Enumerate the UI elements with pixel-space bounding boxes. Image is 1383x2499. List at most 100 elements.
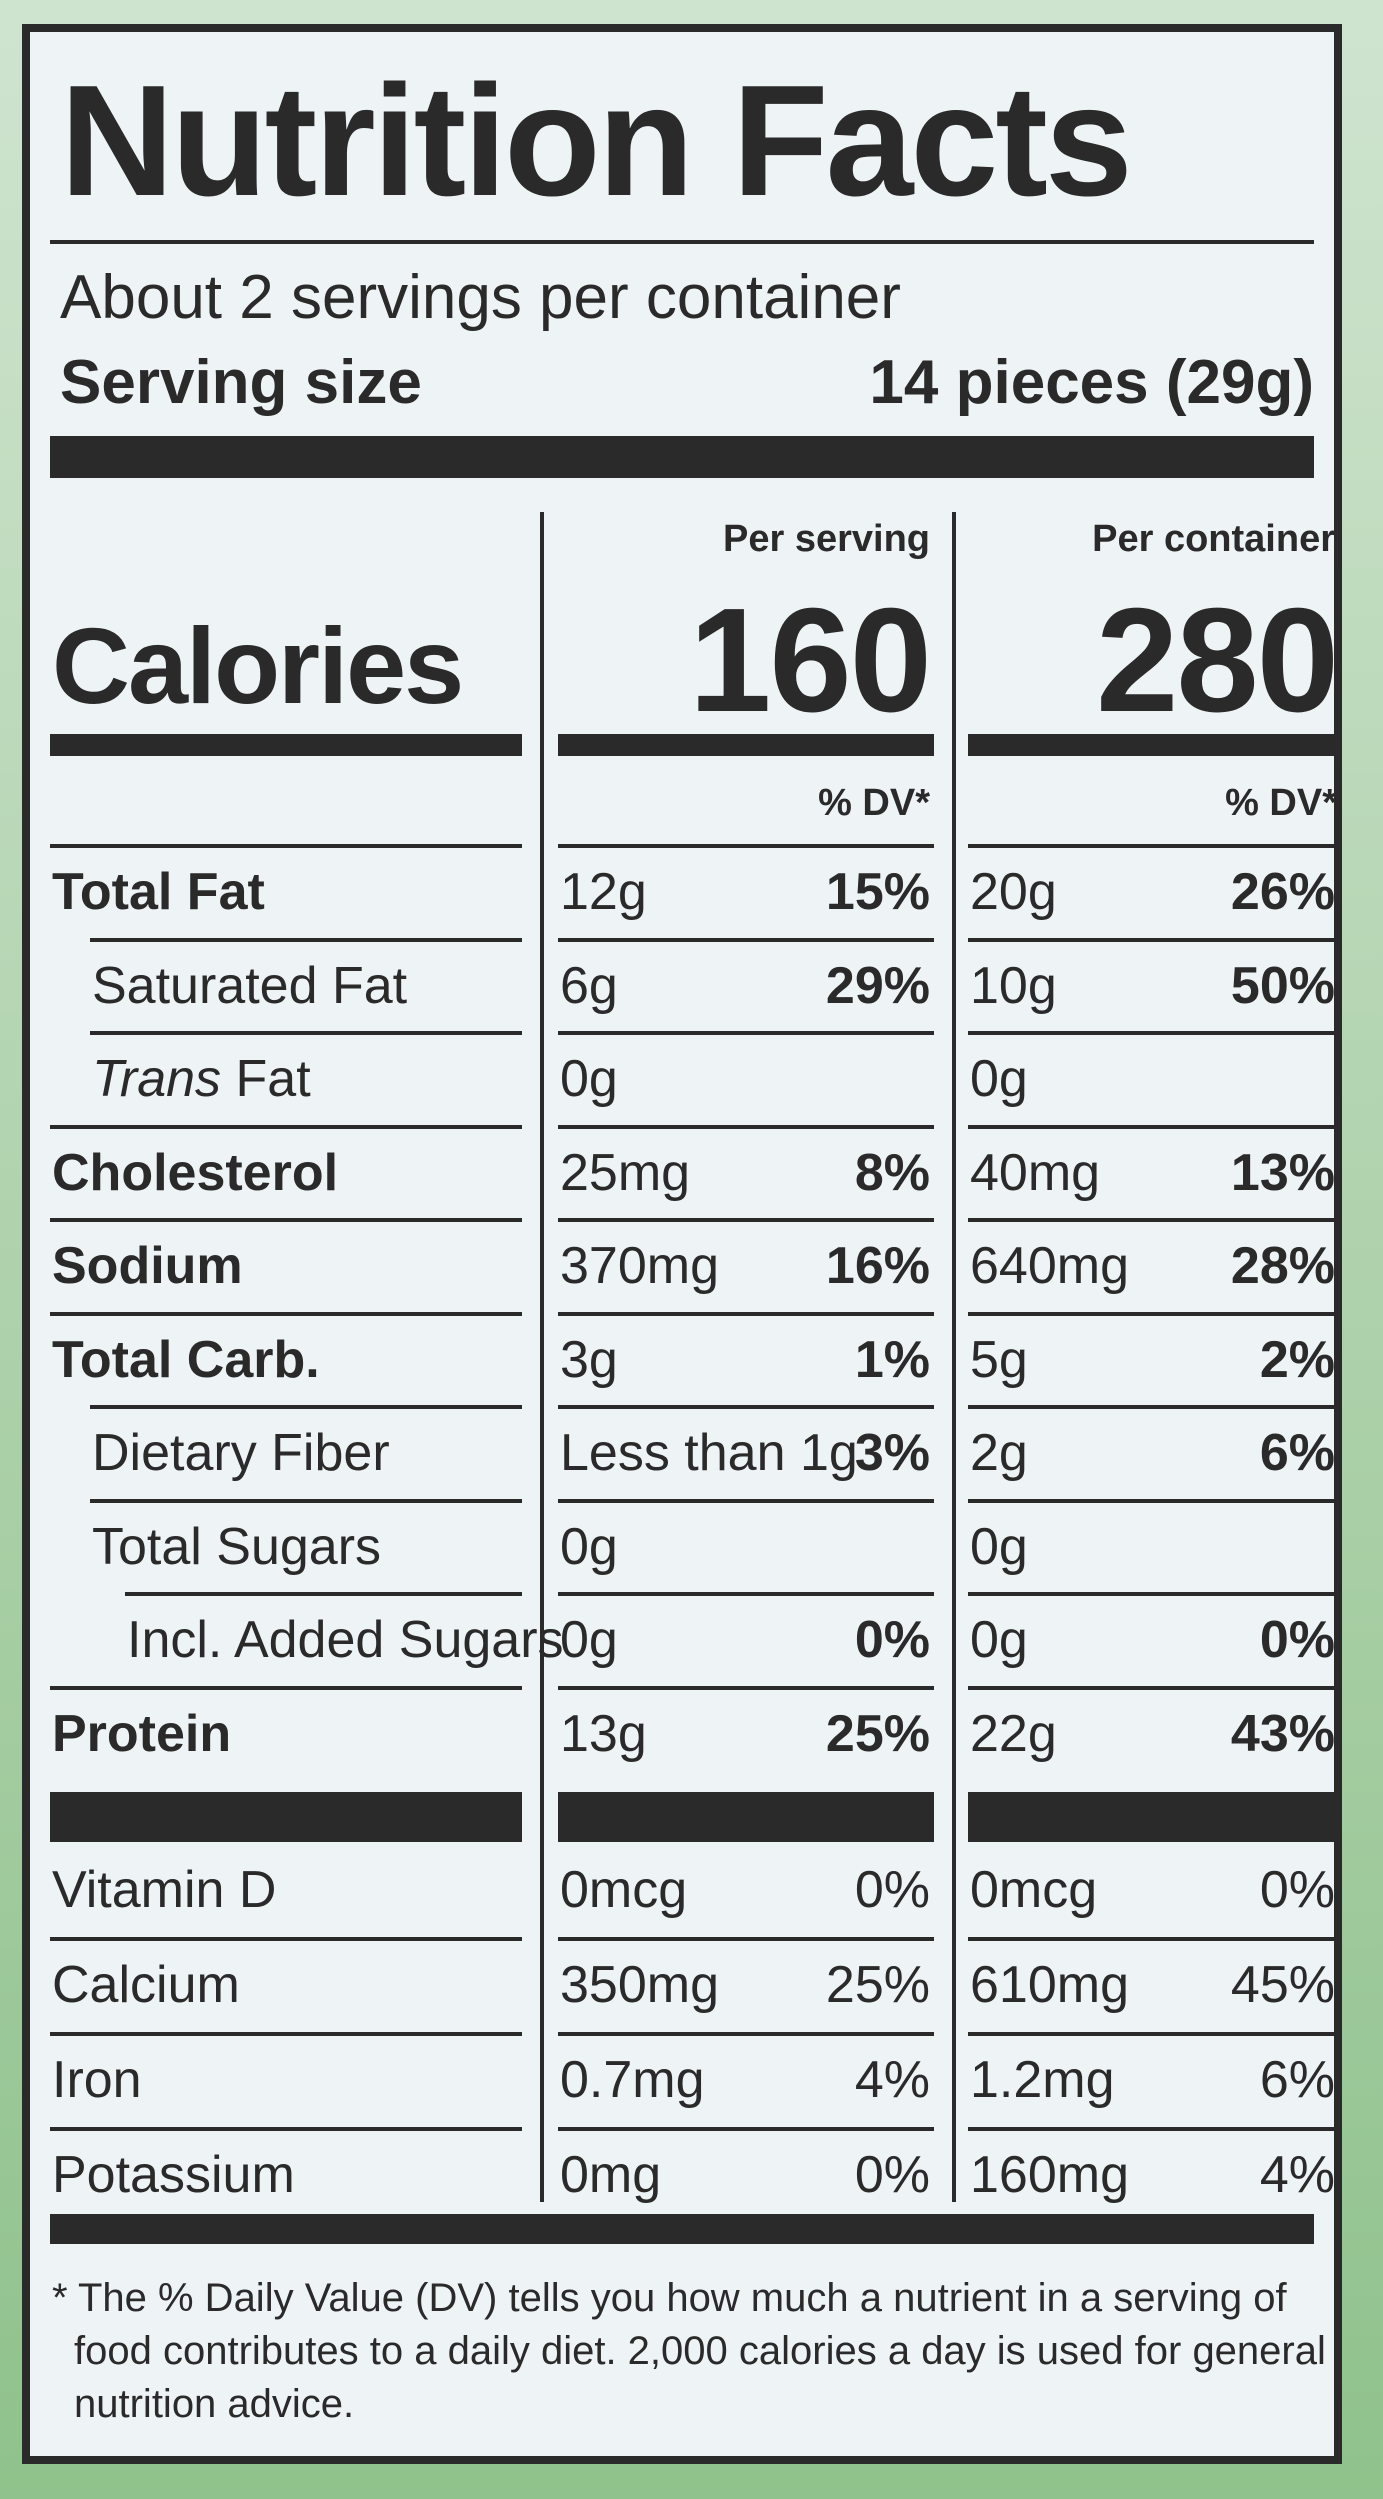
vitamin-bar-2 [558, 1792, 934, 1842]
serving-dv: 16% [825, 1237, 930, 1295]
serving-size-label: Serving size [60, 348, 422, 417]
row-rule [558, 1218, 934, 1222]
container-amount: 610mg [970, 1956, 1129, 2014]
serving-dv: 29% [825, 956, 930, 1015]
nutrient-label: Cholesterol [52, 1143, 339, 1202]
calories-per-container: 280 [1096, 578, 1339, 743]
row-rule [50, 1218, 522, 1222]
row-rule [968, 1405, 1338, 1409]
row-rule [90, 1031, 522, 1035]
vitamin-label: Vitamin D [52, 1861, 277, 1919]
row-rule [50, 844, 522, 848]
serving-amount: 25mg [560, 1143, 691, 1202]
nutrient-label: Protein [52, 1704, 232, 1763]
row-rule [50, 1685, 522, 1690]
nutrient-label: Trans Fat [92, 1050, 311, 1108]
serving-amount: 0g [560, 1517, 618, 1576]
nutrient-label: Total Fat [52, 863, 265, 921]
container-dv: 6% [1259, 2051, 1335, 2109]
row-rule [968, 1498, 1338, 1503]
serving-amount: 0g [560, 1050, 618, 1108]
nutrient-label: Sodium [52, 1237, 243, 1295]
row-rule [968, 1124, 1338, 1129]
container-dv: 43% [1230, 1704, 1335, 1763]
container-dv: 2% [1259, 1330, 1335, 1389]
row-rule [558, 1405, 934, 1409]
container-amount: 5g [970, 1330, 1028, 1389]
container-amount: 22g [970, 1704, 1057, 1763]
row-rule [968, 2032, 1338, 2036]
serving-dv: 0% [854, 1861, 930, 1919]
row-rule [968, 1311, 1338, 1316]
row-rule [558, 2127, 934, 2131]
nutrition-facts-panel: Nutrition Facts About 2 servings per con… [22, 24, 1342, 2464]
row-rule [50, 1311, 522, 1316]
serving-size-value: 14 pieces (29g) [869, 348, 1314, 417]
container-dv: 6% [1259, 1424, 1335, 1482]
footnote-line-3: nutrition advice. [74, 2382, 355, 2427]
row-rule [968, 1685, 1338, 1690]
container-amount: 160mg [970, 2146, 1129, 2204]
servings-per-container: About 2 servings per container [60, 263, 901, 332]
row-rule [125, 1592, 522, 1596]
serving-dv: 25% [825, 1956, 930, 2014]
row-rule [558, 844, 934, 848]
nutrient-label: Saturated Fat [92, 956, 408, 1015]
row-rule [968, 1031, 1338, 1035]
serving-amount: 13g [560, 1704, 647, 1763]
dv-header-serving: % DV* [818, 782, 930, 824]
row-rule [558, 1937, 934, 1941]
row-rule [558, 1311, 934, 1316]
per-container-header: Per container [1092, 518, 1335, 560]
nutrient-label: Total Carb. [52, 1330, 320, 1389]
serving-amount: 12g [560, 863, 647, 921]
container-dv: 50% [1230, 956, 1335, 1015]
serving-dv: 1% [854, 1330, 930, 1389]
container-amount: 40mg [970, 1143, 1101, 1202]
calories-bar-3 [968, 734, 1338, 756]
container-amount: 0g [970, 1517, 1028, 1576]
container-dv: 28% [1230, 1237, 1335, 1295]
nutrient-label: Incl. Added Sugars [127, 1611, 564, 1669]
serving-amount: Less than 1g [560, 1424, 858, 1482]
footnote-line-1: * The % Daily Value (DV) tells you how m… [52, 2276, 1287, 2320]
container-amount: 640mg [970, 1237, 1129, 1295]
footnote-line-2: food contributes to a daily diet. 2,000 … [74, 2329, 1326, 2374]
calories-label: Calories [52, 605, 464, 726]
vitamin-label: Potassium [52, 2146, 295, 2204]
calories-bar-2 [558, 734, 934, 756]
row-rule [50, 2032, 522, 2036]
vitamin-bar-1 [50, 1792, 522, 1842]
vitamin-label: Calcium [52, 1956, 240, 2014]
serving-dv: 15% [825, 863, 930, 921]
serving-amount: 3g [560, 1330, 618, 1389]
row-rule [968, 2127, 1338, 2131]
container-amount: 0g [970, 1050, 1028, 1108]
serving-amount: 0g [560, 1611, 618, 1669]
row-rule [558, 1031, 934, 1035]
container-dv: 0% [1259, 1611, 1335, 1669]
row-rule [558, 1124, 934, 1129]
serving-amount: 6g [560, 956, 618, 1015]
vitamin-bar-3 [968, 1792, 1338, 1842]
row-rule [558, 937, 934, 942]
container-amount: 2g [970, 1424, 1028, 1482]
nutrient-label: Dietary Fiber [92, 1424, 390, 1482]
serving-dv: 0% [854, 2146, 930, 2204]
row-rule [90, 1498, 522, 1503]
per-serving-header: Per serving [723, 518, 930, 560]
row-rule [968, 937, 1338, 942]
container-dv: 26% [1230, 863, 1335, 921]
row-rule [968, 1592, 1338, 1596]
row-rule [968, 844, 1338, 848]
container-dv: 45% [1230, 1956, 1335, 2014]
thick-divider [50, 436, 1314, 478]
serving-amount: 0mg [560, 2146, 662, 2204]
serving-amount: 370mg [560, 1237, 719, 1295]
row-rule [558, 1498, 934, 1503]
serving-amount: 0mcg [560, 1861, 688, 1919]
row-rule [50, 2127, 522, 2131]
container-amount: 0g [970, 1611, 1028, 1669]
row-rule [968, 1937, 1338, 1941]
calories-bar-1 [50, 734, 522, 756]
